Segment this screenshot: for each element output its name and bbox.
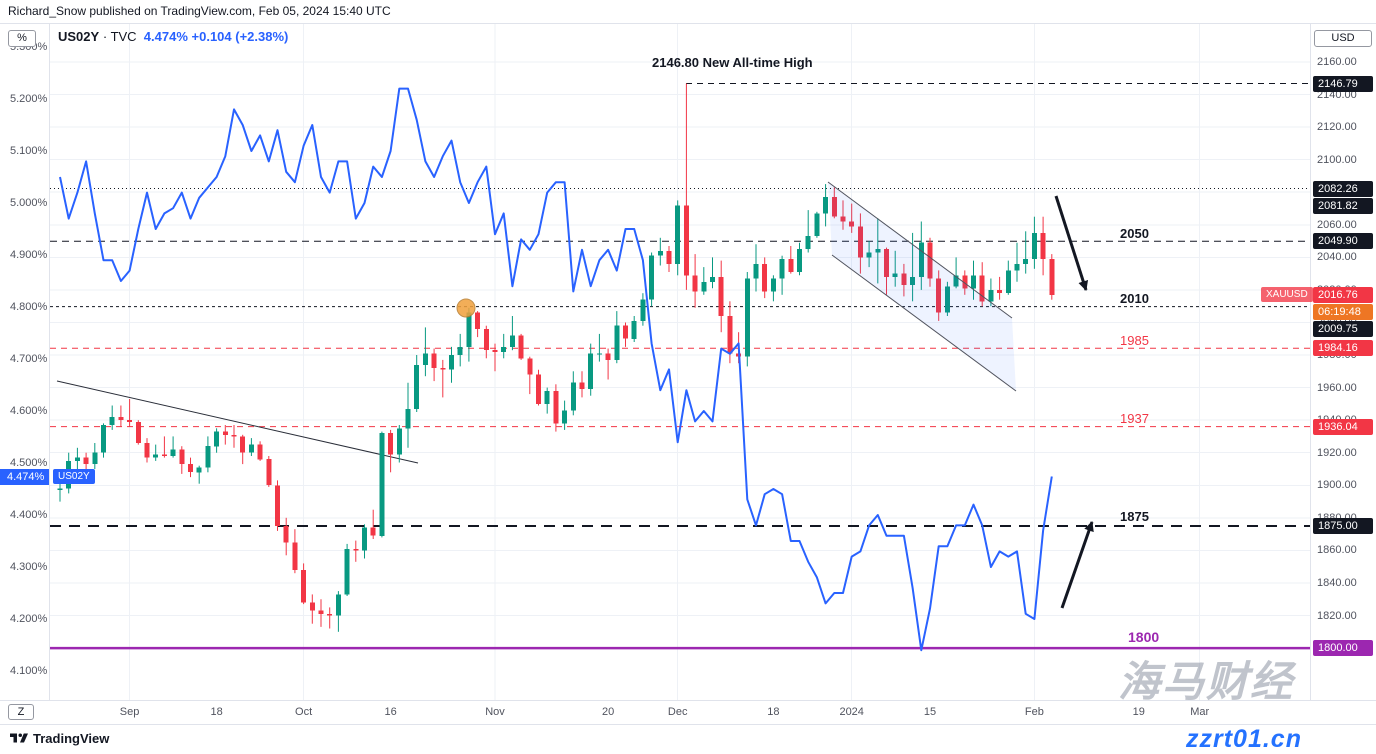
time-tick: Oct [295,706,313,718]
channel-bottom-line[interactable] [831,254,1017,392]
us02y-price-badge: 4.474% [0,468,49,485]
right-price-tick: 2120.00 [1317,121,1357,134]
arrow-down-drawing[interactable] [1054,195,1089,291]
price-badge-2146-79: 2146.79 [1313,75,1373,92]
chart-annotation: 1875 [1120,509,1149,524]
time-tick: Feb [1024,706,1044,718]
tradingview-logo-icon [10,733,28,743]
price-badge-2049-90: 2049.90 [1313,233,1373,250]
price-badge-2016-76: 2016.76 [1313,287,1373,304]
left-price-tick: 4.400% [10,509,48,521]
publish-info-text: Richard_Snow published on TradingView.co… [8,4,391,18]
left-price-tick: 4.100% [10,665,48,677]
left-price-tick: 4.900% [10,249,48,261]
change-value: +0.104 (+2.38%) [191,29,289,44]
left-price-tick: 5.200% [10,93,48,105]
right-price-tick: 2040.00 [1317,251,1357,264]
time-tick: 19 [1132,706,1145,718]
price-badge-06-19-48: 06:19:48 [1313,304,1373,321]
series-label-xauusd: XAUUSD [1261,287,1313,303]
price-badge-2081-82: 2081.82 [1313,197,1373,214]
time-tick: 16 [384,706,397,718]
left-price-tick: 5.100% [10,145,48,157]
us02y-line[interactable] [59,87,1053,652]
time-axis[interactable]: Z Sep 18 Oct 16 Nov 20 Dec 18 2024 15 Feb 19 Mar [0,700,1376,724]
right-price-tick: 1840.00 [1317,576,1357,589]
left-price-scale[interactable]: % 4.474% 5.300% 5.200% 5.100% 5.000% 4.900% 4… [0,24,50,700]
right-price-tick: 1900.00 [1317,479,1357,492]
time-tick: 20 [601,706,615,718]
time-tick: Nov [485,706,505,718]
price-badge-1984-16: 1984.16 [1313,340,1373,357]
chart-legend: US02Y · TVC 4.474% +0.104 (+2.38%) [58,29,288,44]
currency-button[interactable]: USD [1314,30,1372,47]
tradingview-brand[interactable]: TradingView [10,731,109,746]
right-price-tick: 2140.00 [1317,88,1357,101]
time-tick: 18 [767,706,780,718]
price-badge-2009-75: 2009.75 [1313,321,1373,338]
price-badge-1936-04: 1936.04 [1313,418,1373,435]
trendline[interactable] [56,380,419,464]
right-price-tick: 2160.00 [1317,56,1357,68]
left-price-tick: 4.800% [10,301,48,313]
left-price-tick: 4.600% [10,405,48,417]
tradingview-brand-text: TradingView [33,731,110,746]
right-price-scale[interactable]: USD 2160.002140.002120.002100.002080.002… [1310,24,1376,700]
left-price-tick: 4.200% [10,613,48,625]
footer-bar: TradingView [0,724,1376,754]
symbol-title[interactable]: US02Y [58,29,100,44]
right-price-tick: 1920.00 [1317,446,1357,459]
circle-marker[interactable] [456,298,476,318]
chart-annotation: 2146.80 New All-time High [652,55,813,70]
chart-region: % 4.474% 5.300% 5.200% 5.100% 5.000% 4.900% 4… [0,24,1376,705]
chart-annotation: 1937 [1120,411,1149,426]
left-price-tick: 5.000% [10,197,48,209]
time-tick: Mar [1190,706,1210,718]
percent-scale-button[interactable]: % [8,30,36,47]
time-tick: Dec [667,706,688,718]
series-label-us02y[interactable]: US02Y [53,468,95,484]
last-value: 4.474% [143,29,188,44]
watermark-url: zzrt01.cn [1186,725,1302,753]
right-price-tick: 1860.00 [1317,544,1357,557]
chart-annotation: 1985 [1120,333,1149,348]
time-tick: 18 [210,706,223,718]
chart-annotation: 2050 [1120,226,1149,241]
price-badge-1800-00: 1800.00 [1313,640,1373,657]
left-price-tick: 4.700% [10,353,48,365]
right-price-tick: 2060.00 [1317,218,1357,231]
right-price-tick: 1820.00 [1317,609,1357,622]
time-tick: 2024 [839,706,864,718]
left-price-tick: 4.500% [10,457,48,469]
time-tick: 15 [923,706,937,718]
price-badge-1875-00: 1875.00 [1313,517,1373,534]
channel-top-line[interactable] [827,181,1013,319]
right-price-tick: 1960.00 [1317,381,1357,394]
header-bar: Richard_Snow published on TradingView.co… [0,0,1376,24]
right-price-tick: 2100.00 [1317,153,1357,166]
parallel-channel[interactable] [828,182,1016,391]
reset-zoom-button[interactable]: Z [8,704,34,720]
price-badge-2082-26: 2082.26 [1313,180,1373,197]
left-price-tick: 4.300% [10,561,48,573]
arrow-up-drawing[interactable] [1060,521,1094,609]
legend-separator: · [102,29,108,44]
chart-annotation: 2010 [1120,291,1149,306]
chart-annotation: 1800 [1128,629,1160,645]
watermark-site-name: 海马财经 [1118,658,1295,705]
exchange-name: TVC [110,29,137,44]
xauusd-candles [57,83,1055,632]
time-tick: Sep [119,706,140,718]
chart-canvas[interactable] [0,24,1376,700]
